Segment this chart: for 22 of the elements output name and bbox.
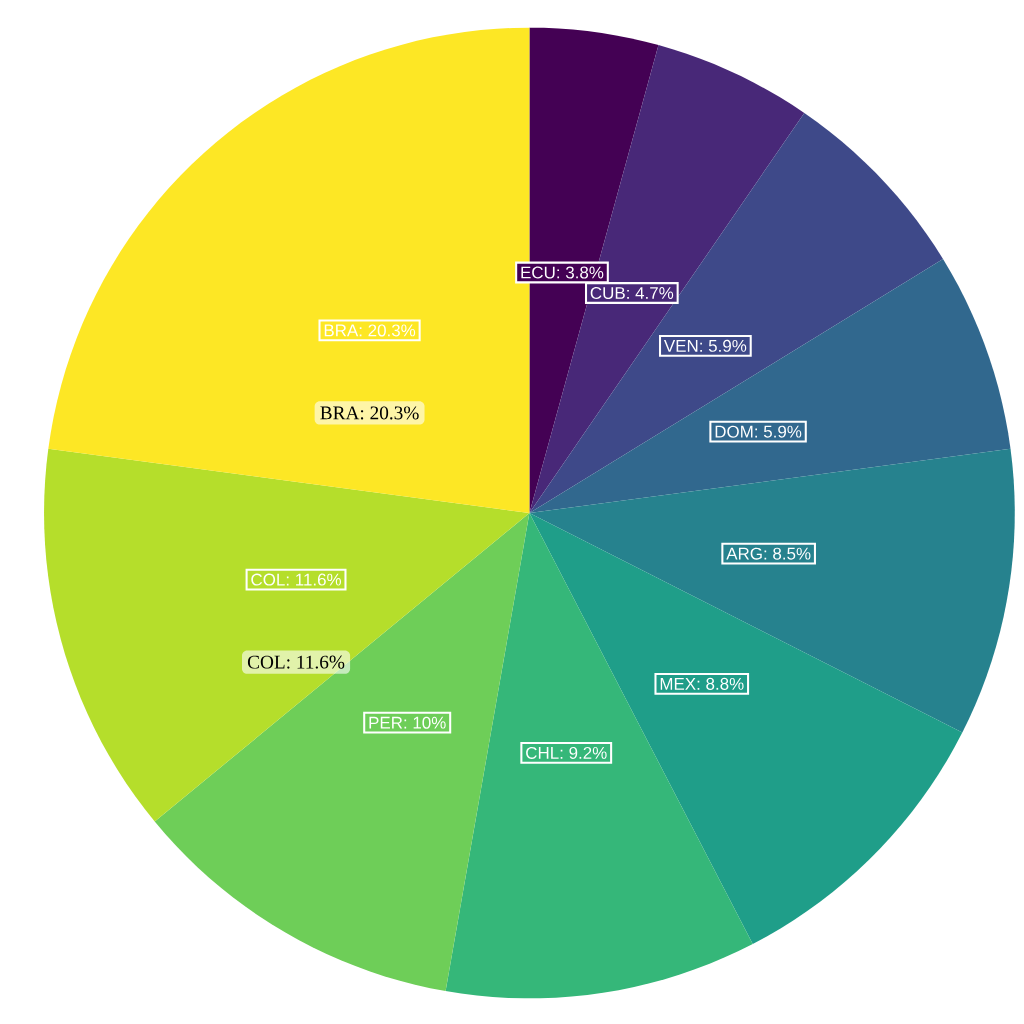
- slice-label: COL: [251, 573, 285, 586]
- data-label: : 11.6%: [286, 573, 342, 586]
- slice-label: BRA: [324, 324, 359, 337]
- slice-label: ECU: [521, 266, 555, 279]
- slice-label: PER: [369, 716, 403, 729]
- slice-label: ARG: [726, 547, 762, 560]
- data-label: : 8.5%: [764, 547, 811, 560]
- data-label: : 10%: [404, 716, 446, 729]
- text: COL: 11.6%: [247, 655, 345, 669]
- slice-label: VEN: [663, 340, 698, 352]
- data-label: : 3.8%: [557, 266, 604, 279]
- data-label: : 5.9%: [700, 339, 747, 352]
- data-label: : 4.7%: [627, 287, 674, 299]
- data-label: : 20.3%: [359, 324, 416, 337]
- slice-label: CHL: [526, 746, 559, 759]
- data-label: : 5.9%: [755, 425, 802, 438]
- data-label: : 9.2%: [560, 746, 607, 759]
- text: BRA: 20.3%: [320, 406, 419, 420]
- slice-label: CUB: [590, 286, 625, 299]
- data-label: : 8.8%: [697, 677, 744, 690]
- slice-label: DOM: [715, 425, 753, 438]
- slice-label: MEX: [660, 678, 696, 690]
